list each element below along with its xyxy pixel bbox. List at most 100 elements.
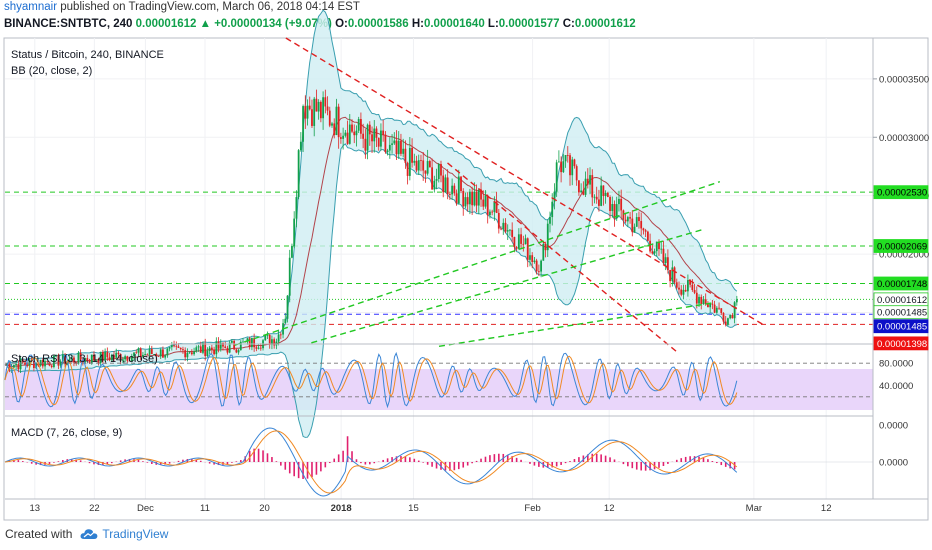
price-tick-label: 0.00003500 <box>879 74 929 85</box>
macd-histogram-bar <box>88 462 91 464</box>
candle-body <box>342 135 345 139</box>
candle-body <box>735 299 738 303</box>
time-tick-label: 12 <box>604 503 615 514</box>
candle-body <box>199 346 202 353</box>
candle-body <box>551 201 554 218</box>
candle-body <box>400 140 402 154</box>
candle-body <box>246 338 249 342</box>
candle-body <box>106 352 109 358</box>
macd-histogram-bar <box>680 458 683 462</box>
candle-body <box>88 360 91 363</box>
candle-body <box>638 217 640 222</box>
macd-histogram-bar <box>293 462 295 477</box>
candle-body <box>217 341 220 349</box>
time-axis[interactable]: 13 22 Dec 11 20 2018 15 Feb 12 Mar 12 <box>29 503 831 514</box>
candle-body <box>497 212 500 229</box>
candle-body <box>351 124 353 132</box>
price-label-box <box>873 276 929 291</box>
stoch-pane-title: Stoch RSI (3, 3, 14, 14, close) <box>11 353 158 365</box>
candle-body <box>319 101 322 119</box>
candle-body <box>564 155 567 162</box>
candle-body <box>604 192 607 197</box>
candle-body <box>733 302 736 319</box>
price-label-value: 0.00001612 <box>877 295 927 306</box>
macd-histogram-bar <box>195 459 198 462</box>
macd-histogram-bar <box>404 456 407 462</box>
candle-body <box>437 164 440 179</box>
candle-body <box>166 348 169 356</box>
macd-histogram-bar <box>529 462 531 464</box>
candle-body <box>204 343 207 356</box>
macd-histogram-bar <box>649 462 651 471</box>
candle-body <box>611 204 614 212</box>
candle-body <box>600 185 603 206</box>
candle-body <box>433 180 436 190</box>
candle-body <box>322 97 324 119</box>
macd-histogram-bar <box>351 451 353 462</box>
author-link[interactable]: shyamnair <box>4 1 58 13</box>
candle-body <box>19 359 22 370</box>
macd-histogram-bar <box>360 462 362 464</box>
candle-body <box>133 352 135 357</box>
macd-histogram-bar <box>70 458 73 462</box>
price-label-box <box>873 336 929 351</box>
candle-body <box>511 229 514 237</box>
price-labels: 0.00002530 0.00002069 0.00001748 0.00001612… <box>873 185 929 351</box>
macd-histogram-bar <box>146 462 149 463</box>
candle-body <box>90 354 93 363</box>
macd-histogram-bar <box>546 462 549 468</box>
macd-histogram-bar <box>177 460 180 462</box>
candle-body <box>513 236 516 248</box>
candle-body <box>97 359 100 364</box>
candle-body <box>546 223 549 251</box>
candle-body <box>388 144 391 151</box>
price-tick-label: 0.00002000 <box>879 250 929 261</box>
candle-body <box>108 357 111 361</box>
low-value: 0.00001577 <box>498 18 560 30</box>
candle-body <box>8 364 11 370</box>
candle-body <box>457 176 460 204</box>
candle-body <box>711 303 714 305</box>
bb-indicator-label: BB (20, close, 2) <box>11 65 92 77</box>
candle-body <box>533 260 536 262</box>
candle-body <box>284 318 287 324</box>
macd-histogram-bar <box>484 456 487 462</box>
candle-body <box>731 314 734 319</box>
candle-body <box>230 340 233 343</box>
candle-body <box>675 282 678 288</box>
macd-histogram-bar <box>213 462 215 465</box>
candle-body <box>182 349 184 351</box>
candle-body <box>297 150 300 198</box>
tradingview-cloud-icon <box>80 529 98 539</box>
tradingview-brand-link[interactable]: TradingView <box>102 527 169 541</box>
candle-body <box>155 354 158 357</box>
macd-histogram-bar <box>355 459 358 462</box>
macd-histogram-bar <box>569 461 571 462</box>
candle-body <box>148 349 151 355</box>
candle-body <box>435 178 438 181</box>
macd-plot <box>4 427 873 497</box>
macd-histogram-bar <box>235 461 238 462</box>
candle-body <box>335 106 338 136</box>
candle-body <box>391 143 393 145</box>
macd-histogram-bar <box>662 462 665 466</box>
time-tick-label: 15 <box>408 503 419 514</box>
candle-body <box>471 191 474 206</box>
macd-histogram-bar <box>466 462 469 466</box>
candle-body <box>12 365 15 368</box>
green-trendline <box>311 228 703 344</box>
candle-body <box>722 312 725 322</box>
candle-body <box>526 238 529 260</box>
macd-histogram-bar <box>253 448 255 462</box>
candle-body <box>144 353 147 355</box>
stoch-tick-label: 80.0000 <box>879 359 913 370</box>
published-text: published on TradingView.com, March 06, … <box>60 1 360 13</box>
candle-body <box>473 191 476 206</box>
candle-body <box>669 270 672 282</box>
macd-histogram-bar <box>57 461 60 462</box>
macd-histogram-bar <box>724 462 727 467</box>
time-tick-label: Feb <box>524 503 540 514</box>
candle-body <box>684 289 687 292</box>
candle-body <box>237 350 240 353</box>
